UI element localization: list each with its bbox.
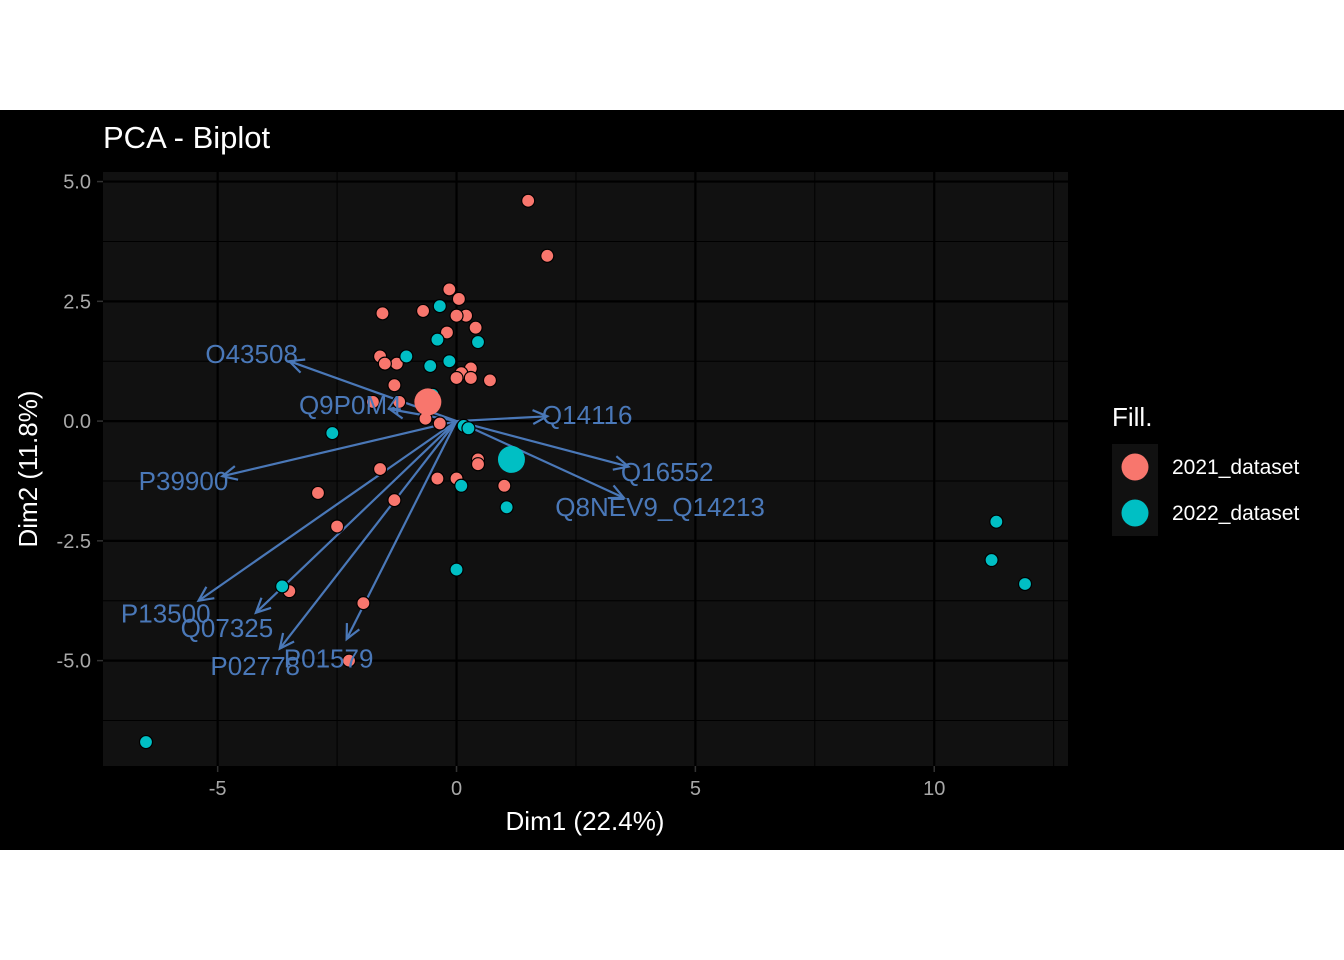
data-point	[482, 373, 498, 388]
y-tick-label: 5.0	[63, 172, 91, 194]
x-tick-label: -5	[209, 778, 227, 800]
loading-arrow-head	[607, 484, 627, 500]
group-centroid	[497, 445, 525, 473]
data-point	[392, 394, 407, 410]
loading-arrow	[456, 420, 629, 468]
loading-labels: O43508 Q14116 Q9P0M4 Q16552 P39900 Q8NEV9_Q14…	[121, 339, 765, 681]
data-point	[372, 461, 388, 477]
data-point	[432, 299, 447, 314]
loading-arrow	[456, 415, 548, 423]
data-point	[365, 394, 381, 410]
grid-minor	[103, 172, 1068, 766]
loading-label: P39900	[139, 466, 229, 496]
data-point	[423, 358, 438, 374]
loading-label: O43508	[205, 339, 298, 369]
data-point	[442, 282, 457, 297]
pca-biplot: PCA - Biplot O43508 Q14116 Q9P0M4 Q16552 P39…	[13, 120, 1299, 836]
loading-arrow-head	[278, 632, 295, 651]
data-point	[415, 303, 431, 319]
loading-arrow-head	[254, 597, 272, 615]
data-point	[451, 291, 467, 307]
x-tick-label: 5	[690, 778, 701, 800]
loading-arrows	[196, 358, 631, 651]
data-point	[984, 552, 999, 568]
data-point	[375, 306, 390, 321]
x-axis-ticks: -5 0 5 10	[209, 766, 945, 800]
data-points	[138, 193, 1033, 750]
group-centroid	[414, 388, 442, 416]
data-point	[449, 308, 464, 323]
x-axis-label: Dim1 (22.4%)	[506, 806, 665, 836]
data-point	[461, 421, 476, 436]
loading-arrow	[456, 420, 625, 499]
data-point	[989, 514, 1004, 529]
data-point	[377, 356, 392, 371]
data-point	[449, 370, 464, 386]
y-tick-label: 0.0	[63, 411, 91, 433]
data-point	[442, 354, 457, 369]
loading-arrow-head	[532, 409, 550, 425]
data-point	[387, 378, 402, 393]
legend-label: 2021_dataset	[1172, 456, 1299, 479]
x-tick-label: 10	[923, 778, 945, 800]
data-point	[430, 471, 445, 486]
loading-label: P13500	[121, 598, 211, 628]
data-point	[499, 500, 514, 515]
y-tick-label: 2.5	[63, 291, 91, 313]
loading-label: Q16552	[621, 457, 714, 487]
loading-arrow	[278, 420, 458, 650]
loading-label: Q9P0M4	[299, 390, 402, 420]
data-point	[463, 370, 478, 386]
loading-arrow	[197, 420, 458, 602]
data-point	[325, 425, 340, 441]
loading-arrow	[222, 420, 457, 478]
data-point	[310, 485, 326, 501]
loading-arrow-head	[612, 455, 631, 471]
data-point	[1017, 576, 1033, 592]
y-tick-label: -2.5	[57, 531, 91, 553]
data-point	[540, 248, 555, 263]
data-point	[138, 734, 154, 750]
data-point	[470, 457, 486, 472]
loading-arrow	[255, 420, 458, 614]
plot-panel	[103, 172, 1068, 766]
data-point	[356, 596, 371, 611]
data-point	[387, 493, 402, 508]
group-centroids	[414, 388, 525, 473]
pca-biplot-figure: PCA - Biplot O43508 Q14116 Q9P0M4 Q16552 P39…	[0, 110, 1344, 850]
loading-label: Q07325	[181, 613, 274, 643]
y-axis-label: Dim2 (11.8%)	[13, 390, 43, 547]
loading-label: Q8NEV9_Q14213	[555, 492, 765, 522]
loading-label: P01579	[284, 644, 374, 674]
legend-label: 2022_dataset	[1172, 502, 1299, 525]
data-point	[329, 519, 345, 534]
data-point	[432, 416, 447, 431]
chart-title: PCA - Biplot	[103, 120, 271, 155]
legend-key	[1121, 453, 1149, 481]
legend-title: Fill.	[1112, 402, 1152, 432]
x-tick-label: 0	[451, 778, 462, 800]
data-point	[497, 478, 512, 493]
data-point	[439, 325, 455, 340]
data-point	[454, 478, 469, 493]
loading-label: P02778	[210, 651, 300, 681]
y-axis-ticks: 5.0 2.5 0.0 -2.5 -5.0	[57, 172, 103, 673]
legend: Fill. 2021_dataset 2022_dataset	[1112, 402, 1299, 536]
loading-arrow-head	[196, 586, 215, 603]
data-point	[521, 193, 536, 208]
data-point	[449, 562, 464, 577]
data-point	[341, 653, 357, 668]
legend-key	[1121, 499, 1149, 527]
loading-label: Q14116	[542, 400, 633, 430]
data-point	[468, 320, 483, 335]
y-tick-label: -5.0	[57, 651, 91, 673]
loading-arrow-head	[219, 465, 239, 481]
loading-arrow-head	[345, 623, 361, 642]
data-point	[399, 349, 414, 364]
grid-major	[103, 172, 1068, 766]
data-point	[275, 579, 290, 594]
data-point	[430, 332, 445, 347]
loading-arrow-head	[286, 358, 306, 374]
data-point	[470, 334, 486, 350]
